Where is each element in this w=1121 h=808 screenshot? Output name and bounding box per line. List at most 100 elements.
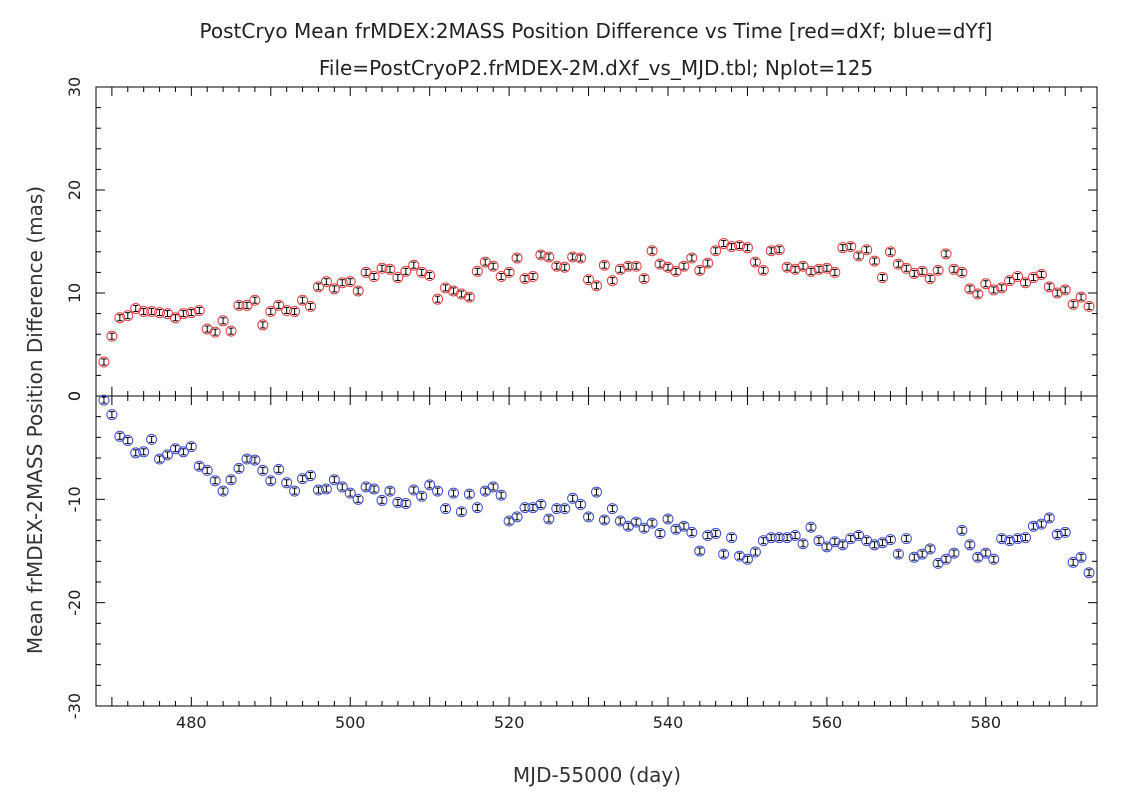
point-marker <box>455 506 467 518</box>
data-point-dXf <box>980 278 992 290</box>
data-point-dXf <box>376 262 388 274</box>
point-marker <box>162 449 173 461</box>
data-point-dXf <box>106 330 118 342</box>
data-point-dYf <box>741 553 753 565</box>
data-point-dYf <box>662 513 674 525</box>
point-marker <box>463 488 475 500</box>
point-marker <box>845 241 857 253</box>
point-marker <box>487 260 499 272</box>
data-point-dYf <box>169 443 181 455</box>
point-marker <box>853 530 865 541</box>
point-marker <box>686 252 698 264</box>
data-point-dYf <box>892 548 904 560</box>
point-marker <box>471 502 483 514</box>
y-tick-label: 30 <box>65 77 84 97</box>
data-point-dYf <box>408 484 420 496</box>
point-marker <box>312 281 324 293</box>
data-point-dYf <box>654 527 666 539</box>
point-marker <box>527 271 539 283</box>
data-point-dYf <box>996 533 1008 545</box>
point-marker <box>376 494 388 506</box>
data-point-dXf <box>479 256 491 268</box>
point-marker <box>305 470 316 482</box>
data-point-dXf <box>884 246 896 258</box>
point-marker <box>988 553 1000 565</box>
y-tick-label: 20 <box>65 180 84 200</box>
point-marker <box>638 522 650 534</box>
data-point-dYf <box>162 449 173 461</box>
data-point-dXf <box>455 288 467 300</box>
data-point-dXf <box>702 257 714 269</box>
data-point-dYf <box>781 532 793 544</box>
point-marker <box>1020 532 1031 544</box>
point-marker <box>797 538 809 550</box>
data-point-dXf <box>320 276 332 288</box>
point-marker <box>320 276 332 288</box>
data-point-dXf <box>463 291 475 303</box>
point-marker <box>741 553 753 565</box>
data-point-dXf <box>583 274 595 286</box>
y-tick-label: 10 <box>65 283 84 303</box>
data-point-dYf <box>495 489 507 501</box>
data-point-dXf <box>177 308 189 320</box>
point-marker <box>535 499 547 510</box>
point-marker <box>416 266 428 278</box>
point-marker <box>225 325 237 337</box>
data-point-dXf <box>185 307 197 319</box>
point-marker <box>646 517 658 529</box>
data-point-dYf <box>527 502 539 514</box>
data-point-dXf <box>988 284 1000 296</box>
data-point-dXf <box>948 263 960 275</box>
data-point-dYf <box>797 538 809 550</box>
point-marker <box>749 256 761 268</box>
data-point-dYf <box>225 474 237 486</box>
point-marker <box>710 245 722 257</box>
data-point-dYf <box>487 481 499 493</box>
data-point-dXf <box>813 263 825 275</box>
data-point-dXf <box>1012 271 1024 283</box>
point-marker <box>567 492 579 504</box>
point-marker <box>400 265 412 277</box>
point-marker <box>249 454 261 466</box>
data-point-dXf <box>892 258 904 270</box>
data-point-dYf <box>686 526 698 538</box>
point-marker <box>217 315 229 327</box>
point-marker <box>392 272 404 284</box>
point-marker <box>908 267 920 279</box>
data-point-dXf <box>225 325 237 337</box>
data-point-dYf <box>1075 551 1087 563</box>
data-point-dXf <box>257 319 269 331</box>
point-marker <box>416 490 428 502</box>
point-marker <box>463 291 475 303</box>
point-marker <box>138 306 150 318</box>
point-marker <box>813 263 825 275</box>
data-point-dYf <box>837 539 849 551</box>
data-point-dXf <box>853 250 865 262</box>
data-point-dYf <box>829 536 841 548</box>
data-point-dYf <box>972 551 984 563</box>
point-marker <box>241 299 253 311</box>
data-point-dXf <box>1059 284 1071 296</box>
data-point-dYf <box>448 487 459 499</box>
point-marker <box>654 258 666 270</box>
point-marker <box>829 266 841 278</box>
point-marker <box>694 264 706 276</box>
point-marker <box>853 250 865 262</box>
data-point-dYf <box>1027 520 1039 532</box>
point-marker <box>352 285 364 297</box>
point-marker <box>233 462 245 474</box>
point-marker <box>1027 272 1039 284</box>
point-marker <box>138 446 150 458</box>
data-point-dYf <box>384 485 396 497</box>
data-point-dYf <box>575 499 587 510</box>
data-point-dXf <box>741 242 753 254</box>
point-marker <box>630 260 642 272</box>
data-point-dYf <box>471 502 483 514</box>
data-point-dYf <box>773 532 785 544</box>
data-point-dXf <box>1043 281 1055 293</box>
x-tick-label: 580 <box>971 713 1002 732</box>
point-marker <box>964 283 976 295</box>
data-point-dXf <box>837 242 849 254</box>
point-marker <box>233 299 245 311</box>
point-marker <box>360 481 372 493</box>
